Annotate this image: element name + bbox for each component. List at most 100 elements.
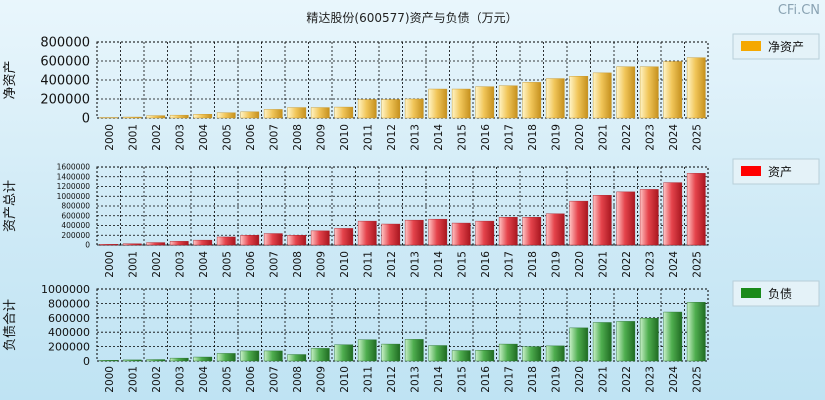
x-category-label: 2025 (691, 366, 703, 393)
bar-total-liabilities-2005 (216, 353, 236, 362)
bar-total-assets-2025 (686, 173, 706, 246)
legend-label: 资产 (768, 165, 792, 179)
x-category-label: 2000 (104, 124, 116, 151)
bar-total-assets-2005 (216, 236, 236, 246)
x-category-label: 2011 (362, 251, 374, 278)
bar-net-assets-2009 (310, 107, 330, 119)
bar-net-assets-2023 (639, 66, 659, 119)
x-category-label: 2000 (104, 366, 116, 393)
bar-total-assets-2000 (99, 244, 119, 246)
legend-label: 负债 (768, 287, 792, 301)
bar-total-liabilities-2008 (287, 354, 307, 362)
x-category-label: 2006 (245, 251, 257, 278)
bar-total-liabilities-2019 (545, 345, 565, 362)
x-category-label: 2007 (268, 124, 280, 151)
x-category-label: 2008 (292, 251, 304, 278)
bar-total-liabilities-2010 (334, 344, 354, 362)
legend-swatch (741, 166, 761, 176)
bar-net-assets-2006 (240, 111, 260, 119)
y-tick-label: 800000 (40, 36, 90, 51)
x-category-label: 2020 (574, 366, 586, 393)
x-category-label: 2013 (409, 251, 421, 278)
x-category-label: 2025 (691, 251, 703, 278)
bar-total-liabilities-2024 (663, 311, 683, 362)
legend-total-assets: 资产 (732, 158, 820, 185)
y-axis-label: 资产总计 (3, 180, 18, 232)
x-category-label: 2006 (245, 124, 257, 151)
x-category-label: 2009 (315, 124, 327, 151)
bar-net-assets-2008 (287, 107, 307, 119)
bar-net-assets-2002 (146, 115, 166, 119)
legend-label: 净资产 (768, 40, 804, 54)
y-tick-label: 200000 (40, 93, 90, 108)
x-category-label: 2003 (174, 366, 186, 393)
x-category-label: 2021 (597, 251, 609, 278)
y-tick-label: 1600000 (57, 163, 91, 172)
bar-net-assets-2003 (169, 114, 189, 119)
bar-total-assets-2016 (475, 220, 495, 246)
bar-total-liabilities-2000 (99, 360, 119, 362)
x-category-label: 2016 (480, 251, 492, 278)
bar-total-assets-2024 (663, 182, 683, 246)
bar-total-assets-2013 (404, 219, 424, 246)
bar-total-assets-2008 (287, 235, 307, 246)
y-tick-label: 1000000 (57, 192, 91, 201)
legend-swatch (741, 288, 761, 298)
bar-total-assets-2012 (381, 223, 401, 246)
y-tick-label: 600000 (40, 55, 90, 70)
bar-total-liabilities-2007 (263, 350, 283, 362)
bar-total-liabilities-2013 (404, 339, 424, 362)
bar-net-assets-2014 (428, 88, 448, 119)
bar-net-assets-2012 (381, 99, 401, 119)
x-category-label: 2004 (198, 366, 210, 393)
x-category-label: 2015 (456, 366, 468, 393)
x-category-label: 2000 (104, 251, 116, 278)
legend-swatch (741, 41, 761, 51)
bar-net-assets-2013 (404, 98, 424, 119)
x-category-label: 2020 (574, 124, 586, 151)
x-category-label: 2014 (433, 251, 445, 278)
watermark: CFi.CN (778, 3, 820, 18)
x-category-label: 2003 (174, 251, 186, 278)
bar-total-liabilities-2021 (592, 322, 612, 362)
x-category-label: 2017 (503, 366, 515, 393)
x-category-label: 2001 (127, 124, 139, 151)
bar-total-assets-2015 (451, 222, 471, 246)
bar-total-liabilities-2015 (451, 350, 471, 362)
bar-total-liabilities-2018 (522, 346, 542, 362)
bar-total-assets-2010 (334, 228, 354, 246)
x-category-label: 2016 (480, 366, 492, 393)
x-category-label: 2002 (151, 251, 163, 278)
y-tick-label: 1000000 (41, 283, 90, 296)
bar-net-assets-2021 (592, 72, 612, 119)
bar-net-assets-2024 (663, 61, 683, 119)
legend-total-liabilities: 负债 (732, 280, 820, 307)
x-category-label: 2016 (480, 124, 492, 151)
y-tick-label: 800000 (48, 297, 90, 310)
bar-total-liabilities-2012 (381, 343, 401, 362)
x-category-label: 2010 (339, 251, 351, 278)
x-category-label: 2004 (198, 251, 210, 278)
y-tick-label: 600000 (61, 211, 90, 220)
y-tick-label: 800000 (61, 202, 90, 211)
x-category-label: 2008 (292, 124, 304, 151)
x-category-label: 2006 (245, 366, 257, 393)
bar-total-assets-2022 (616, 191, 636, 246)
bar-total-assets-2001 (122, 243, 142, 246)
y-tick-label: 1400000 (57, 172, 91, 181)
bar-net-assets-2017 (498, 85, 518, 119)
bar-total-liabilities-2002 (146, 359, 166, 362)
x-category-label: 2011 (362, 366, 374, 393)
panel-net-assets: 0 200000 400000 600000 800000 2000 2001 2002 200… (3, 33, 820, 151)
x-category-label: 2003 (174, 124, 186, 151)
bar-total-assets-2007 (263, 233, 283, 246)
x-category-label: 2004 (198, 124, 210, 151)
x-category-label: 2002 (151, 366, 163, 393)
bar-net-assets-2011 (357, 99, 377, 119)
bar-total-assets-2018 (522, 217, 542, 246)
x-category-label: 2007 (268, 251, 280, 278)
bar-total-liabilities-2016 (475, 350, 495, 362)
bar-net-assets-2018 (522, 82, 542, 119)
y-tick-label: 0 (83, 355, 90, 368)
